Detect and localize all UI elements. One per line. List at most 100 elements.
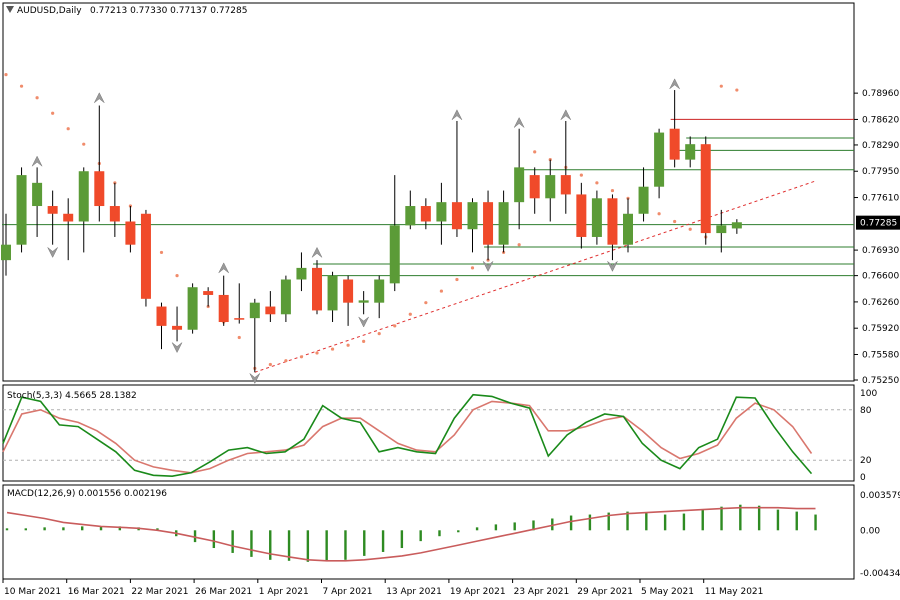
fractal-down-icon [47, 247, 58, 258]
bear-candle [483, 202, 494, 245]
fractal-up-icon [513, 116, 525, 128]
macd-histogram-bar [457, 530, 460, 533]
bull-candle [545, 175, 556, 199]
stoch-title: Stoch(5,3,3) 4.5665 28.1382 [7, 391, 137, 401]
bull-candle [16, 175, 27, 245]
macd-histogram-bar [325, 530, 328, 561]
fractal-down-icon [249, 373, 261, 385]
chart-symbol-title: AUDUSD,Daily [17, 6, 82, 16]
bull-candle [1, 244, 11, 261]
sar-dot [19, 84, 24, 88]
macd-axis-tick-label: 0.00 [860, 526, 880, 536]
price-axis-tick-label: 0.76930 [862, 246, 899, 256]
sar-dot [548, 158, 552, 162]
sar-dot [424, 301, 428, 305]
macd-histogram-bar [344, 530, 347, 560]
sar-dot [346, 343, 350, 347]
bull-candle [389, 225, 400, 284]
price-axis-tick-label: 0.78290 [862, 141, 899, 151]
stoch-signal-line [2, 400, 813, 474]
macd-histogram-bar [118, 526, 122, 531]
price-axis-tick-label: 0.77950 [862, 167, 899, 177]
bull-candle [436, 202, 447, 222]
macd-histogram-bar [269, 530, 272, 560]
stoch-axis-tick-label: 0 [860, 473, 866, 483]
macd-histogram-bar [287, 530, 291, 561]
bull-candle [249, 302, 260, 319]
macd-histogram-bar [381, 530, 385, 552]
bear-candle [109, 206, 120, 222]
date-axis-tick-label: 7 Apr 2021 [323, 587, 373, 597]
macd-histogram-bar [645, 512, 648, 531]
macd-signal-line [6, 506, 816, 562]
bear-candle [94, 171, 105, 207]
bear-candle [125, 221, 136, 245]
bull-candle [32, 182, 43, 207]
fractal-down-icon [358, 316, 369, 328]
bull-candle [514, 167, 525, 203]
date-axis-tick-label: 19 Apr 2021 [450, 587, 506, 597]
sar-dot [408, 312, 412, 316]
sar-dot [128, 204, 132, 208]
macd-histogram-bar [438, 530, 441, 537]
sar-dot [4, 72, 8, 77]
bear-candle [172, 325, 183, 330]
bull-candle [280, 279, 291, 315]
sar-dot [626, 196, 630, 200]
bull-candle [685, 144, 696, 160]
macd-histogram-bar [720, 506, 723, 531]
macd-title: MACD(12,26,9) 0.001556 0.002196 [7, 489, 167, 499]
stoch-axis-tick-label: 100 [860, 389, 877, 399]
price-axis-tick-label: 0.78620 [862, 115, 899, 125]
price-axis-tick-label: 0.75920 [862, 324, 899, 334]
bull-candle [467, 202, 478, 230]
fractal-up-icon [94, 92, 105, 103]
sar-dot [455, 277, 459, 282]
sar-dot [595, 181, 599, 185]
sar-dot [470, 266, 475, 270]
macd-histogram-bar [513, 522, 516, 531]
macd-axis-tick-label: -0.004344 [860, 569, 900, 579]
bull-candle [405, 206, 416, 226]
sar-dot [51, 111, 55, 115]
bear-candle [576, 194, 587, 237]
sar-dot [159, 250, 164, 255]
fractal-up-icon [218, 262, 229, 274]
price-axis-tick-label: 0.75250 [862, 376, 899, 386]
date-axis-tick-label: 22 Mar 2021 [131, 587, 188, 597]
macd-pane-frame [2, 484, 855, 580]
macd-histogram-bar [532, 520, 535, 531]
macd-histogram-bar [193, 530, 197, 543]
macd-histogram-bar [626, 511, 629, 531]
macd-histogram-bar [81, 526, 84, 531]
bull-candle [716, 225, 727, 234]
macd-plot [5, 504, 817, 562]
collapse-triangle-icon[interactable] [6, 6, 14, 13]
bear-candle [156, 306, 167, 326]
sar-dot [330, 347, 335, 351]
macd-histogram-bar [62, 527, 65, 531]
sar-dot [362, 339, 366, 343]
date-axis-tick-label: 16 Mar 2021 [68, 587, 125, 597]
date-axis-tick-label: 1 Apr 2021 [259, 587, 309, 597]
bull-candle [591, 198, 602, 237]
fractal-up-icon [560, 109, 572, 120]
sar-dot [439, 289, 443, 293]
sar-dot [66, 127, 70, 131]
macd-histogram-bar [5, 528, 9, 531]
bear-candle [607, 198, 618, 245]
macd-histogram-bar [551, 518, 554, 531]
macd-histogram-bar [24, 528, 28, 531]
macd-histogram-bar [757, 505, 761, 531]
date-axis-tick-label: 26 Mar 2021 [195, 587, 252, 597]
bear-candle [451, 202, 462, 230]
macd-histogram-bar [400, 530, 404, 549]
bull-candle [327, 275, 338, 311]
bull-candle [623, 213, 633, 245]
stoch-main-line [2, 393, 813, 478]
bear-candle [63, 213, 74, 222]
fractal-down-icon [607, 261, 618, 272]
price-axis-tick-label: 0.76260 [862, 298, 899, 308]
